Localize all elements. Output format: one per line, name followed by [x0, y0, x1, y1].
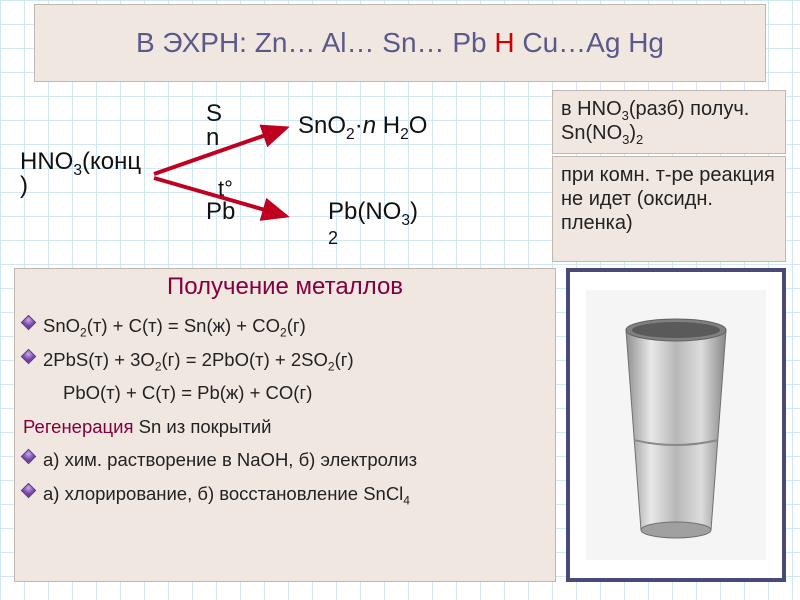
reaction-diagram: HNO3(конц ) S n t° Pb SnO2·n H2O Pb(NO3)…: [10, 90, 548, 248]
bullet-icon: [21, 348, 37, 364]
bottom-panel: Получение металлов SnO2(т) + C(т) = Sn(ж…: [14, 268, 556, 582]
bullet-icon: [21, 315, 37, 331]
sn-product: SnO2·n H2O: [298, 112, 427, 140]
bottom-panel-title: Получение металлов: [15, 269, 555, 311]
list-item: а) хим. растворение в NaOH, б) электроли…: [43, 445, 541, 475]
bullet-icon: [21, 483, 37, 499]
title-prefix: В ЭХРН: Zn… Al… Sn… Pb: [136, 27, 494, 58]
reagent-label: HNO3(конц: [20, 148, 141, 176]
bullet-icon: [21, 449, 37, 465]
note-box-2: при комн. т-ре реакция не идет (оксидн. …: [552, 156, 786, 262]
list-item: а) хлорирование, б) восстановление SnCl4: [43, 479, 541, 509]
regen-line: Регенерация Sn из покрытий: [23, 412, 541, 442]
list-item: SnO2(т) + C(т) = Sn(ж) + CO2(г): [43, 311, 541, 341]
note-box-1: в HNO3(разб) получ. Sn(NO3)2: [552, 90, 786, 154]
metal-cup-icon: [586, 290, 766, 560]
list-item: 2PbS(т) + 3O2(г) = 2PbO(т) + 2SO2(г): [43, 345, 541, 375]
equation-list: SnO2(т) + C(т) = Sn(ж) + CO2(г) 2PbS(т) …: [15, 311, 555, 509]
list-item: PbO(т) + C(т) = Pb(ж) + CO(г): [63, 378, 541, 408]
reagent-label-line2: ): [20, 172, 28, 200]
pb-product: Pb(NO3): [328, 198, 418, 226]
title-suffix: Cu…Ag Hg: [515, 27, 664, 58]
pb-product-sub: 2: [328, 228, 338, 249]
slide-title: В ЭХРН: Zn… Al… Sn… Pb H Cu…Ag Hg: [34, 4, 766, 82]
product-image: [566, 268, 786, 582]
reaction-arrows-icon: [146, 116, 296, 226]
title-h: H: [494, 27, 514, 58]
